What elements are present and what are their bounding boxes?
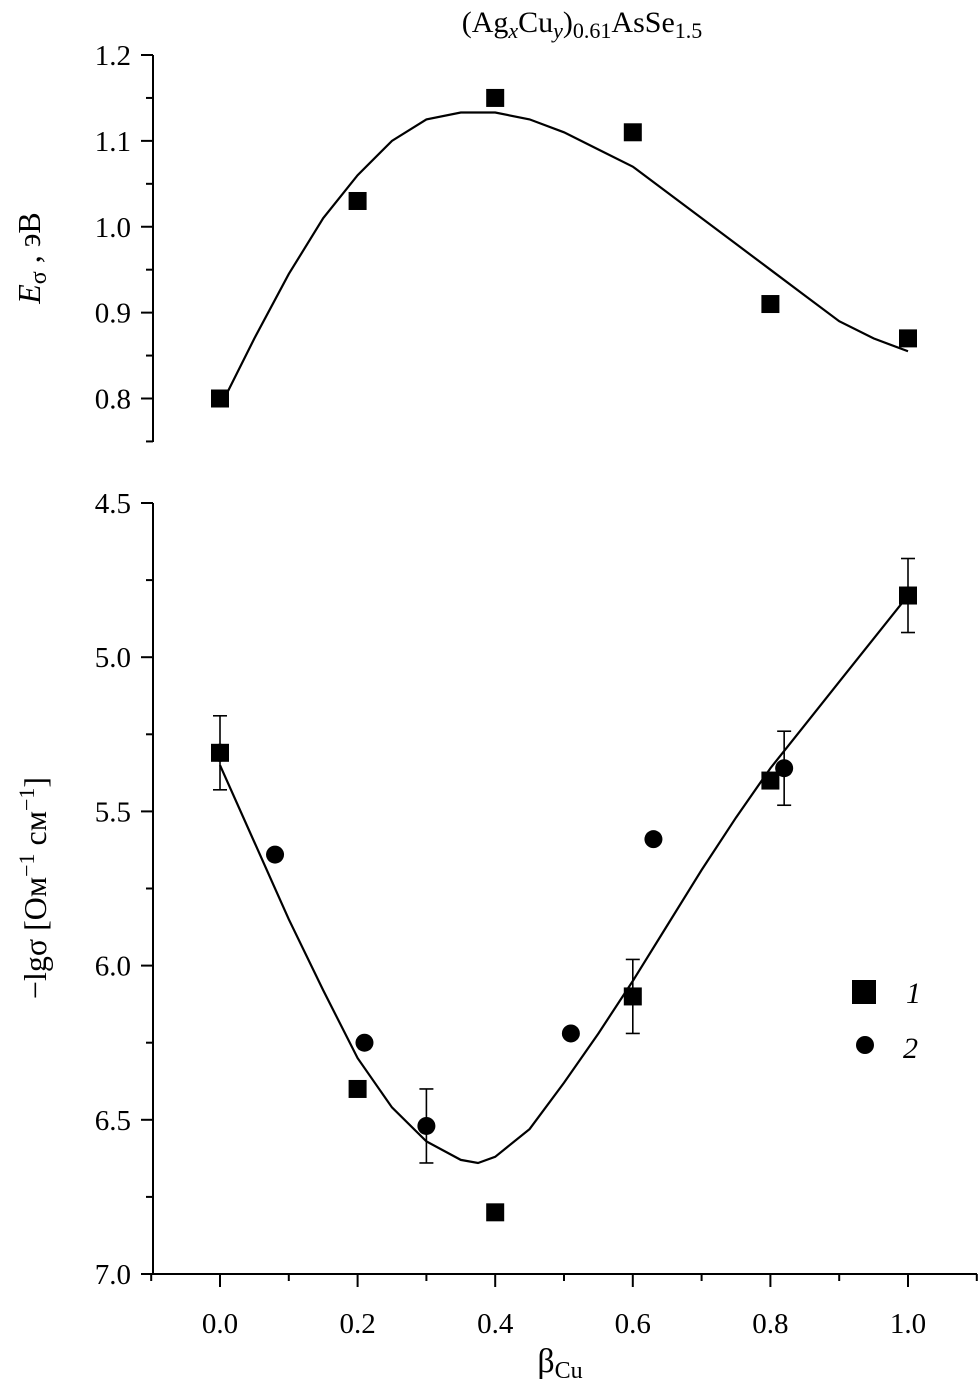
bottom-y-tick-label: 5.5 xyxy=(95,796,131,828)
bottom-circle-point xyxy=(644,830,663,849)
bottom-square-point xyxy=(486,1203,505,1222)
x-tick-label: 0.0 xyxy=(202,1308,238,1340)
legend-square-marker xyxy=(852,980,876,1004)
top-data-points xyxy=(211,88,917,408)
bottom-data-points xyxy=(211,586,917,1222)
bottom-y-ticks: 4.5 5.0 5.5 6.0 6.5 7.0 xyxy=(95,488,153,1291)
top-y-ticks: 0.8 0.9 1.0 1.1 1.2 xyxy=(95,40,153,443)
bottom-y-tick-label: 6.0 xyxy=(95,951,131,983)
bottom-square-point xyxy=(348,1079,367,1098)
top-y-tick-label: 0.8 xyxy=(95,384,131,416)
chart-title: (AgxCuy)0.61AsSe1.5 xyxy=(462,6,703,43)
bottom-fit-line xyxy=(218,594,909,1165)
bottom-circle-point xyxy=(775,759,794,778)
top-fit-line xyxy=(219,111,909,408)
x-tick-label: 0.2 xyxy=(339,1308,375,1340)
bottom-y-tick-label: 4.5 xyxy=(95,488,131,520)
bottom-panel: 4.5 5.0 5.5 6.0 6.5 7.0 0.0 0.2 0.4 0.6 0.8 1.0 −l… xyxy=(14,488,978,1382)
top-square-point xyxy=(348,191,367,210)
x-axis-label: βCu xyxy=(537,1343,582,1382)
bottom-square-point xyxy=(623,987,642,1006)
x-tick-label: 0.4 xyxy=(477,1308,514,1340)
top-square-point xyxy=(486,88,505,107)
bottom-y-tick-label: 6.5 xyxy=(95,1105,131,1137)
top-fit-curve xyxy=(219,111,909,408)
x-tick-label: 0.6 xyxy=(615,1308,651,1340)
x-tick-label: 0.8 xyxy=(752,1308,788,1340)
legend: 1 2 xyxy=(852,977,921,1065)
bottom-circle-point xyxy=(355,1033,374,1052)
top-y-tick-label: 1.1 xyxy=(95,126,131,158)
x-ticks: 0.0 0.2 0.4 0.6 0.8 1.0 xyxy=(150,1274,978,1340)
bottom-fit-curve xyxy=(218,594,909,1165)
error-bars xyxy=(213,557,915,1164)
bottom-y-tick-label: 5.0 xyxy=(95,642,131,674)
top-y-tick-label: 1.0 xyxy=(95,212,131,244)
legend-circle-marker xyxy=(856,1036,874,1054)
legend-label-1: 1 xyxy=(906,977,921,1010)
legend-label-2: 2 xyxy=(903,1032,918,1065)
bottom-y-axis-label: −lgσ [Ом−1 см−1] xyxy=(14,777,54,999)
top-y-axis-label: Eσ , эВ xyxy=(11,212,52,305)
top-y-tick-label: 1.2 xyxy=(95,40,131,72)
bottom-y-tick-label: 7.0 xyxy=(95,1259,131,1291)
top-square-point xyxy=(899,329,917,348)
bottom-circle-point xyxy=(417,1116,436,1135)
top-square-point xyxy=(623,123,642,142)
x-tick-label: 1.0 xyxy=(890,1308,926,1340)
bottom-circle-point xyxy=(899,586,917,605)
bottom-square-point xyxy=(761,771,780,790)
top-y-tick-label: 0.9 xyxy=(95,298,131,330)
bottom-circle-point xyxy=(266,845,285,864)
top-panel: 0.8 0.9 1.0 1.1 1.2 Eσ , эВ xyxy=(11,40,917,443)
bottom-circle-point xyxy=(211,743,229,762)
top-square-point xyxy=(211,389,229,408)
top-square-point xyxy=(761,295,780,314)
bottom-circle-point xyxy=(561,1024,580,1043)
